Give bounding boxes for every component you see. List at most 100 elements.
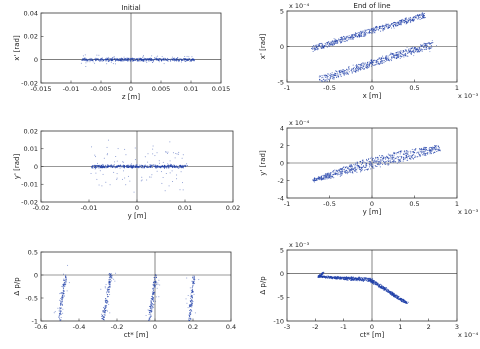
particle-point [381,155,383,157]
particle-point [343,168,346,170]
particle-point [101,185,103,187]
particle-point [171,170,173,172]
particle-point [170,166,172,168]
particle-point [319,43,321,45]
particle-point [175,58,177,60]
particle-point [345,278,347,280]
particle-point [407,21,409,23]
particle-point [373,64,375,66]
particle-point [431,40,433,42]
particle-point [421,50,423,52]
particle-point [159,166,161,168]
particle-point [324,42,326,44]
particle-point [348,35,350,37]
particle-point [366,279,368,281]
particle-point [414,156,416,158]
particle-point [340,69,342,71]
particle-point [370,168,372,170]
particle-point [317,45,319,47]
particle-point [355,69,357,71]
particle-point [100,59,103,61]
particle-point [337,74,339,76]
particle-point [145,60,147,62]
particle-point [394,22,396,24]
particle-point [107,164,109,166]
particle-point [347,72,349,74]
particle-point [397,57,399,59]
particle-point [368,280,370,282]
particle-point [339,168,341,170]
particle-point [59,319,61,321]
particle-point [116,167,118,169]
particle-point [374,283,376,285]
particle-point [126,59,128,61]
particle-point [411,150,413,153]
particle-point [362,279,364,281]
particle-point [353,163,355,166]
particle-point [424,150,426,152]
particle-point [190,296,192,298]
particle-point [130,59,132,61]
particle-point [99,60,101,62]
particle-point [398,298,400,300]
particle-point [393,54,395,56]
particle-point [325,76,327,78]
particle-point [383,57,385,59]
particle-point [124,165,126,167]
particle-point [103,307,105,309]
particle-point [337,72,339,74]
particle-point [362,66,364,68]
particle-point [136,58,138,60]
particle-point [410,155,412,157]
particle-point [170,60,172,62]
particle-point [390,161,392,163]
particle-point [368,30,370,32]
particle-point [65,276,67,279]
particle-point [437,148,439,150]
particle-point [376,58,379,61]
chart-panel-1: -0.015 -0.01 -0.005 0 0.005 0.01 0.015-0.0200.… [13,4,230,101]
particle-point [359,277,361,279]
particle-point [107,310,108,312]
particle-point [191,300,193,302]
particle-point [354,33,357,35]
x-tick-label: -0.005 [91,85,112,93]
particle-point [87,61,89,63]
particle-point [324,175,327,177]
particle-point [324,276,326,278]
particle-point [375,281,378,283]
particle-point [410,18,412,20]
particle-point [365,65,367,67]
x-tick-label: 1 [455,200,459,208]
particle-point [138,57,140,59]
particle-point [321,178,323,180]
particle-point [387,28,389,30]
particle-point [111,58,113,60]
particle-point [396,24,398,26]
particle-point [366,159,368,162]
particle-point [414,50,416,52]
particle-point [356,163,358,165]
particle-point [334,169,336,171]
particle-point [386,157,388,159]
particle-point [160,57,162,59]
particle-point [189,60,191,62]
particle-point [384,161,386,163]
particle-point [399,160,401,162]
particle-point [178,61,180,63]
particle-point [100,288,102,290]
particle-point [129,180,131,182]
particle-point [99,166,101,168]
particle-point [127,175,129,177]
particle-point [90,57,92,59]
particle-point [405,17,407,19]
particle-point [397,151,399,154]
particle-point [109,276,111,278]
particle-point [373,283,375,285]
particle-point [403,54,405,56]
particle-point [167,165,169,167]
particle-point [121,178,123,180]
particle-point [154,165,156,167]
particle-point [406,301,408,303]
